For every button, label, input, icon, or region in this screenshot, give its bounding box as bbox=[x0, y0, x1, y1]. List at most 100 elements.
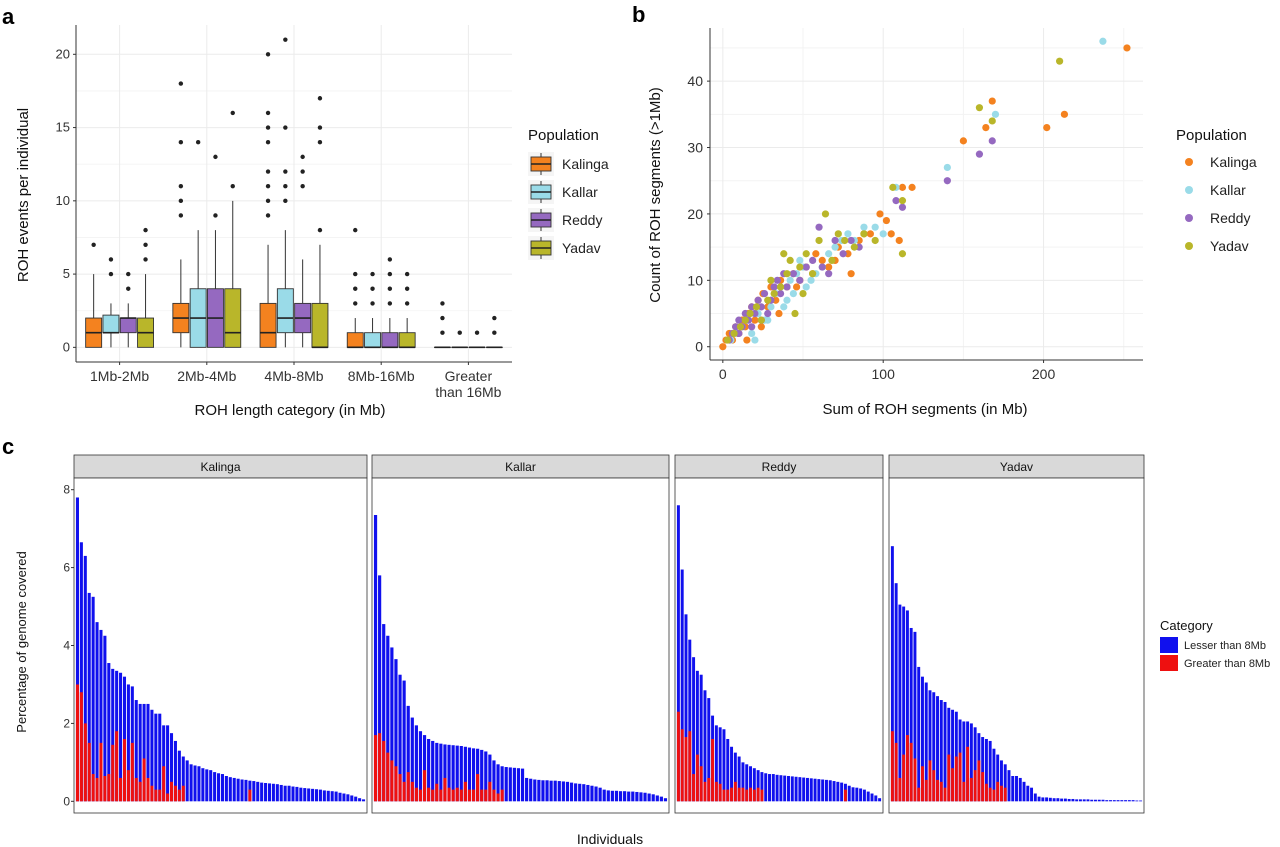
bar-lesser-than-8mb bbox=[890, 546, 894, 802]
bar-lesser-than-8mb bbox=[569, 782, 574, 802]
bar-lesser-than-8mb bbox=[639, 792, 643, 802]
bar-lesser-than-8mb bbox=[771, 774, 775, 802]
bar-lesser-than-8mb bbox=[217, 773, 221, 802]
box-Yadav-3 bbox=[398, 271, 416, 349]
outlier-point bbox=[317, 140, 323, 145]
outlier-point bbox=[440, 330, 445, 335]
bar-lesser-than-8mb bbox=[330, 791, 334, 802]
bar-greater-than-8mb bbox=[973, 770, 977, 802]
facet-strip-label: Kallar bbox=[505, 460, 536, 474]
bar-lesser-than-8mb bbox=[169, 733, 174, 802]
bar-greater-than-8mb bbox=[107, 774, 111, 802]
bar-lesser-than-8mb bbox=[299, 787, 303, 802]
bar-lesser-than-8mb bbox=[655, 795, 659, 802]
bar-lesser-than-8mb bbox=[1037, 796, 1041, 802]
outlier-point bbox=[265, 213, 271, 218]
bar-lesser-than-8mb bbox=[855, 787, 859, 802]
scatter-point-yadav bbox=[770, 290, 778, 298]
bar-greater-than-8mb bbox=[122, 738, 127, 802]
bar-lesser-than-8mb bbox=[406, 705, 410, 802]
bar-lesser-than-8mb bbox=[525, 777, 529, 802]
bar-greater-than-8mb bbox=[909, 742, 913, 802]
bar-lesser-than-8mb bbox=[745, 764, 749, 802]
bar-lesser-than-8mb bbox=[894, 583, 898, 802]
bar-lesser-than-8mb bbox=[1007, 770, 1011, 802]
bar-lesser-than-8mb bbox=[553, 780, 557, 802]
legend-label: Reddy bbox=[1210, 210, 1250, 226]
bar-lesser-than-8mb bbox=[1045, 797, 1049, 802]
bar-lesser-than-8mb bbox=[1135, 800, 1139, 802]
bar-lesser-than-8mb bbox=[1026, 785, 1030, 802]
outlier-point bbox=[126, 286, 131, 291]
legend-item-kallar: Kallar bbox=[1185, 182, 1246, 198]
scatter-point-kallar bbox=[783, 296, 791, 304]
bar-greater-than-8mb bbox=[451, 789, 455, 802]
outlier-point bbox=[353, 271, 358, 277]
bar-greater-than-8mb bbox=[726, 789, 730, 802]
scatter-point-kallar bbox=[825, 250, 833, 258]
legend-label: Yadav bbox=[1210, 238, 1249, 254]
box-body bbox=[102, 314, 120, 334]
box-Kallar-4 bbox=[451, 330, 469, 349]
scatter-point-reddy bbox=[839, 250, 847, 258]
x-tick-label: 8Mb-16Mb bbox=[348, 368, 415, 384]
bar-greater-than-8mb bbox=[932, 770, 936, 802]
scatter-point-kalinga bbox=[751, 316, 759, 324]
outlier-point bbox=[387, 301, 393, 306]
bar-lesser-than-8mb bbox=[103, 635, 107, 802]
bar-lesser-than-8mb bbox=[516, 768, 521, 802]
legend-label: Lesser than 8Mb bbox=[1184, 640, 1266, 652]
panel-a-axes: 0 5 10 15 20 1Mb-2Mb 2Mb-4Mb 4Mb-8Mb 8Mb-16Mb Gre… bbox=[56, 25, 512, 400]
bar-lesser-than-8mb bbox=[390, 647, 394, 802]
bar-lesser-than-8mb bbox=[768, 774, 771, 802]
bar-lesser-than-8mb bbox=[659, 796, 663, 802]
bar-lesser-than-8mb bbox=[496, 764, 500, 802]
outlier-point bbox=[492, 315, 497, 321]
bar-greater-than-8mb bbox=[111, 744, 115, 802]
scatter-point-yadav bbox=[736, 323, 745, 331]
scatter-point-kalinga bbox=[898, 183, 907, 191]
bar-lesser-than-8mb bbox=[606, 790, 610, 802]
bar-lesser-than-8mb bbox=[75, 497, 79, 802]
scatter-point-yadav bbox=[850, 243, 858, 251]
bar-lesser-than-8mb bbox=[314, 789, 319, 802]
bar-lesser-than-8mb bbox=[398, 674, 402, 802]
outlier-point bbox=[91, 242, 96, 247]
bar-lesser-than-8mb bbox=[913, 631, 917, 802]
bar-lesser-than-8mb bbox=[271, 783, 275, 802]
bar-lesser-than-8mb bbox=[921, 676, 924, 802]
bar-lesser-than-8mb bbox=[741, 762, 745, 802]
bar-lesser-than-8mb bbox=[1090, 799, 1094, 802]
bar-lesser-than-8mb bbox=[1052, 798, 1056, 802]
bar-lesser-than-8mb bbox=[999, 760, 1003, 802]
bar-lesser-than-8mb bbox=[859, 788, 863, 802]
bar-greater-than-8mb bbox=[119, 777, 123, 802]
bar-lesser-than-8mb bbox=[726, 738, 730, 802]
bar-greater-than-8mb bbox=[843, 789, 847, 802]
bar-lesser-than-8mb bbox=[220, 774, 224, 802]
panel-c-letter: c bbox=[2, 434, 14, 459]
scatter-point-yadav bbox=[757, 316, 765, 324]
outlier-point bbox=[143, 257, 148, 262]
scatter-point-yadav bbox=[1056, 57, 1064, 65]
bar-lesser-than-8mb bbox=[631, 791, 635, 802]
outlier-point bbox=[265, 52, 271, 57]
bar-lesser-than-8mb bbox=[463, 746, 467, 802]
bar-lesser-than-8mb bbox=[1011, 775, 1015, 802]
bar-greater-than-8mb bbox=[695, 754, 699, 802]
bar-lesser-than-8mb bbox=[142, 703, 146, 802]
bar-lesser-than-8mb bbox=[643, 792, 647, 802]
box-Yadav-0 bbox=[137, 227, 155, 348]
panel-a-ylabel: ROH events per individual bbox=[15, 108, 32, 282]
bar-greater-than-8mb bbox=[471, 789, 476, 802]
scatter-point-yadav bbox=[841, 236, 849, 245]
box-Kallar-2 bbox=[276, 37, 294, 348]
bar-lesser-than-8mb bbox=[813, 778, 817, 802]
bar-greater-than-8mb bbox=[394, 766, 398, 802]
bar-greater-than-8mb bbox=[730, 787, 734, 802]
y-tick-label: 30 bbox=[687, 140, 703, 156]
scatter-point-reddy bbox=[789, 270, 797, 278]
bar-lesser-than-8mb bbox=[981, 737, 985, 802]
bar-lesser-than-8mb bbox=[283, 785, 287, 802]
bar-lesser-than-8mb bbox=[1018, 777, 1022, 802]
